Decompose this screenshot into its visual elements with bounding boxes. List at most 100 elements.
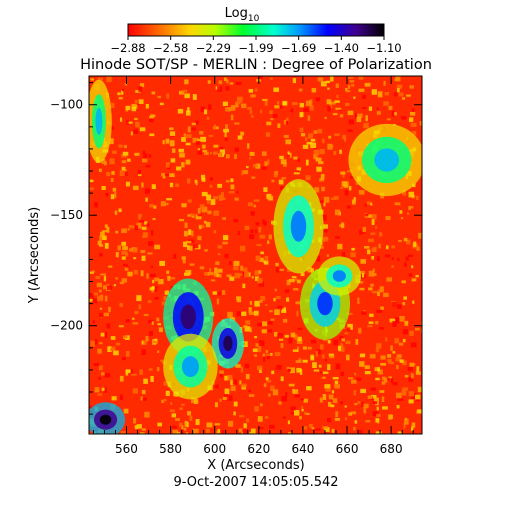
heat-speckle bbox=[99, 252, 103, 257]
heat-speckle bbox=[243, 423, 247, 429]
heat-speckle bbox=[130, 369, 134, 374]
heat-speckle bbox=[328, 135, 332, 139]
heat-speckle bbox=[395, 392, 402, 399]
heat-speckle bbox=[141, 340, 145, 345]
heat-speckle bbox=[166, 93, 170, 99]
heat-speckle bbox=[368, 321, 374, 324]
heat-speckle bbox=[417, 386, 422, 393]
heat-speckle bbox=[139, 127, 146, 132]
heat-speckle bbox=[396, 404, 400, 409]
heat-speckle bbox=[397, 431, 403, 434]
heat-speckle bbox=[200, 136, 207, 142]
heat-speckle bbox=[322, 229, 328, 233]
heat-speckle bbox=[264, 416, 269, 419]
heat-speckle bbox=[296, 279, 301, 284]
heat-speckle bbox=[296, 339, 303, 344]
feature-green-lane-left bbox=[163, 333, 218, 400]
heat-speckle bbox=[229, 261, 232, 266]
heat-speckle bbox=[163, 296, 167, 301]
heat-speckle bbox=[290, 411, 294, 415]
heat-speckle bbox=[112, 187, 117, 192]
heat-speckle bbox=[228, 190, 235, 194]
heat-speckle bbox=[92, 292, 98, 296]
heat-speckle bbox=[176, 166, 182, 171]
heat-speckle bbox=[235, 101, 239, 108]
heat-speckle bbox=[252, 348, 258, 353]
heat-speckle bbox=[94, 202, 98, 208]
heat-speckle bbox=[372, 268, 375, 272]
heat-speckle bbox=[206, 116, 210, 120]
heat-speckle bbox=[287, 368, 291, 372]
heat-speckle bbox=[317, 161, 324, 165]
heat-speckle bbox=[269, 77, 273, 80]
heat-speckle bbox=[240, 366, 244, 373]
heat-speckle bbox=[108, 265, 113, 268]
heat-speckle bbox=[219, 370, 224, 374]
heat-speckle bbox=[145, 164, 151, 168]
heat-speckle bbox=[304, 137, 308, 142]
heat-speckle bbox=[225, 154, 230, 159]
heat-speckle bbox=[111, 396, 117, 401]
heat-speckle bbox=[270, 318, 275, 321]
heat-speckle bbox=[329, 101, 336, 105]
heat-speckle bbox=[109, 138, 114, 145]
heat-speckle bbox=[390, 345, 393, 351]
heat-speckle bbox=[349, 80, 355, 83]
heat-speckle bbox=[327, 143, 333, 150]
heat-speckle bbox=[206, 199, 210, 204]
heat-speckle bbox=[133, 269, 138, 275]
heat-speckle bbox=[141, 158, 148, 163]
heat-speckle bbox=[147, 319, 154, 324]
heat-speckle bbox=[303, 398, 308, 403]
heat-speckle bbox=[260, 109, 263, 114]
heat-speckle bbox=[244, 363, 250, 369]
heat-speckle bbox=[94, 387, 100, 393]
heat-speckle bbox=[257, 322, 263, 327]
colorbar-tick-label: −1.10 bbox=[366, 41, 401, 55]
heat-speckle bbox=[326, 99, 332, 105]
heat-speckle bbox=[197, 235, 202, 241]
heat-speckle bbox=[255, 343, 262, 347]
heat-speckle bbox=[285, 139, 291, 145]
heat-speckle bbox=[209, 177, 214, 181]
heat-speckle bbox=[292, 278, 298, 281]
heat-speckle bbox=[324, 427, 330, 432]
heat-speckle bbox=[121, 256, 126, 260]
heat-speckle bbox=[136, 424, 142, 429]
heat-speckle bbox=[244, 225, 250, 231]
heat-speckle bbox=[199, 204, 205, 210]
heat-speckle bbox=[157, 422, 162, 427]
heat-speckle bbox=[366, 214, 373, 218]
heat-speckle bbox=[212, 291, 217, 295]
heat-speckle bbox=[251, 115, 254, 118]
heat-speckle bbox=[124, 83, 128, 86]
heat-speckle bbox=[150, 265, 154, 268]
heat-speckle bbox=[419, 121, 422, 126]
heat-speckle bbox=[117, 245, 121, 251]
heat-speckle bbox=[184, 79, 189, 85]
feature-blue-lane bbox=[163, 278, 214, 356]
heat-speckle bbox=[243, 325, 248, 328]
heat-speckle bbox=[339, 149, 342, 154]
heat-speckle bbox=[251, 176, 256, 179]
heat-speckle bbox=[219, 197, 226, 201]
heat-speckle bbox=[191, 215, 195, 218]
heat-speckle bbox=[240, 265, 244, 271]
heat-speckle bbox=[236, 96, 243, 103]
heat-speckle bbox=[355, 339, 359, 345]
heat-speckle bbox=[115, 277, 118, 280]
heat-speckle bbox=[217, 268, 223, 273]
heat-speckle bbox=[360, 259, 367, 264]
heat-speckle bbox=[136, 295, 142, 302]
heat-speckle bbox=[258, 226, 262, 233]
heat-speckle bbox=[367, 249, 371, 255]
colorbar-ticks: −2.88 −2.58 −2.29 −1.99 −1.69 −1.40 −1.10 bbox=[110, 36, 402, 55]
heat-speckle bbox=[179, 422, 183, 427]
heat-speckle bbox=[225, 124, 228, 129]
heat-speckle bbox=[170, 276, 176, 280]
heat-speckle bbox=[185, 269, 190, 273]
heat-speckle bbox=[297, 158, 301, 162]
heat-speckle bbox=[197, 148, 200, 151]
heat-speckle bbox=[230, 105, 236, 111]
heat-speckle bbox=[410, 112, 416, 116]
